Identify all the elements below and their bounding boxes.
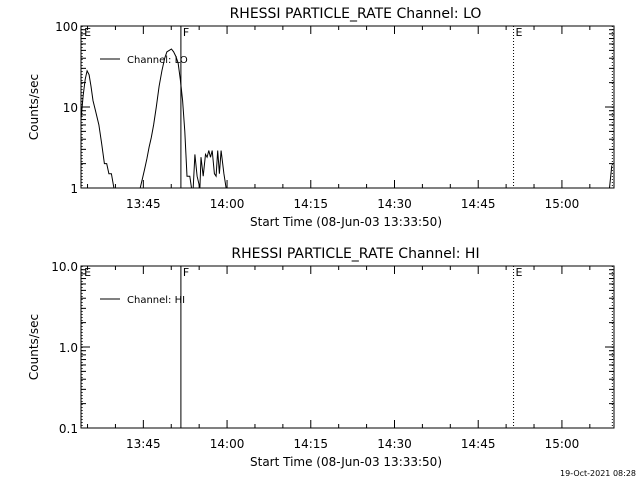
x-tick-label: 13:45 (126, 197, 161, 211)
y-tick-label: 1 (70, 182, 78, 196)
event-marker-label: E (516, 266, 523, 279)
y-tick-label: 1.0 (59, 341, 78, 355)
y-axis-label: Counts/sec (27, 314, 41, 380)
x-tick-label: 14:30 (377, 197, 412, 211)
plot-frame (80, 25, 615, 189)
x-tick-label: 14:00 (210, 197, 245, 211)
plot-hi-channel: RHESSI PARTICLE_RATE Channel: HI Start Ti… (27, 246, 615, 469)
event-marker-label: F (183, 266, 189, 279)
y-tick-label: 10.0 (51, 260, 78, 274)
x-tick-label: 14:30 (377, 437, 412, 451)
event-marker-label: E (84, 266, 91, 279)
generation-timestamp: 19-Oct-2021 08:28 (560, 469, 636, 478)
y-axis-label: Counts/sec (27, 74, 41, 140)
x-tick-label: 15:00 (545, 437, 580, 451)
legend-label: Channel: LO (127, 55, 188, 66)
y-tick-label: 10 (63, 101, 78, 115)
x-tick-label: 14:00 (210, 437, 245, 451)
y-tick-label: 100 (55, 20, 78, 34)
plot-frame (80, 265, 615, 429)
x-tick-label: 15:00 (545, 197, 580, 211)
chart-title: RHESSI PARTICLE_RATE Channel: LO (230, 6, 482, 22)
x-axis-label: Start Time (08-Jun-03 13:33:50) (250, 455, 442, 469)
x-tick-label: 14:45 (461, 437, 496, 451)
x-tick-label: 14:45 (461, 197, 496, 211)
event-marker-label: E (84, 26, 91, 39)
plot-lo-channel: RHESSI PARTICLE_RATE Channel: LO Start Ti… (27, 6, 615, 229)
event-marker-label: F (183, 26, 189, 39)
x-tick-label: 14:15 (293, 437, 328, 451)
legend-label: Channel: HI (127, 295, 185, 306)
y-tick-label: 0.1 (59, 422, 78, 436)
chart-title: RHESSI PARTICLE_RATE Channel: HI (231, 246, 479, 262)
x-tick-label: 13:45 (126, 437, 161, 451)
x-tick-label: 14:15 (293, 197, 328, 211)
series-line (81, 48, 227, 188)
series-line-tail (609, 165, 613, 188)
event-marker-label: E (516, 26, 523, 39)
x-axis-label: Start Time (08-Jun-03 13:33:50) (250, 215, 442, 229)
